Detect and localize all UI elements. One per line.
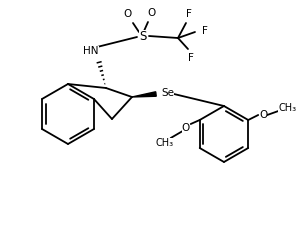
Text: F: F xyxy=(186,9,192,19)
Text: Se: Se xyxy=(162,88,174,98)
Polygon shape xyxy=(132,92,156,97)
Text: O: O xyxy=(259,110,267,120)
Text: O: O xyxy=(124,9,132,19)
Text: HN: HN xyxy=(83,46,99,56)
Text: F: F xyxy=(202,26,208,36)
Text: O: O xyxy=(148,8,156,18)
Text: S: S xyxy=(139,30,147,43)
Text: CH₃: CH₃ xyxy=(156,138,174,148)
Text: O: O xyxy=(181,123,190,133)
Text: CH₃: CH₃ xyxy=(278,103,296,113)
Text: F: F xyxy=(188,53,194,63)
